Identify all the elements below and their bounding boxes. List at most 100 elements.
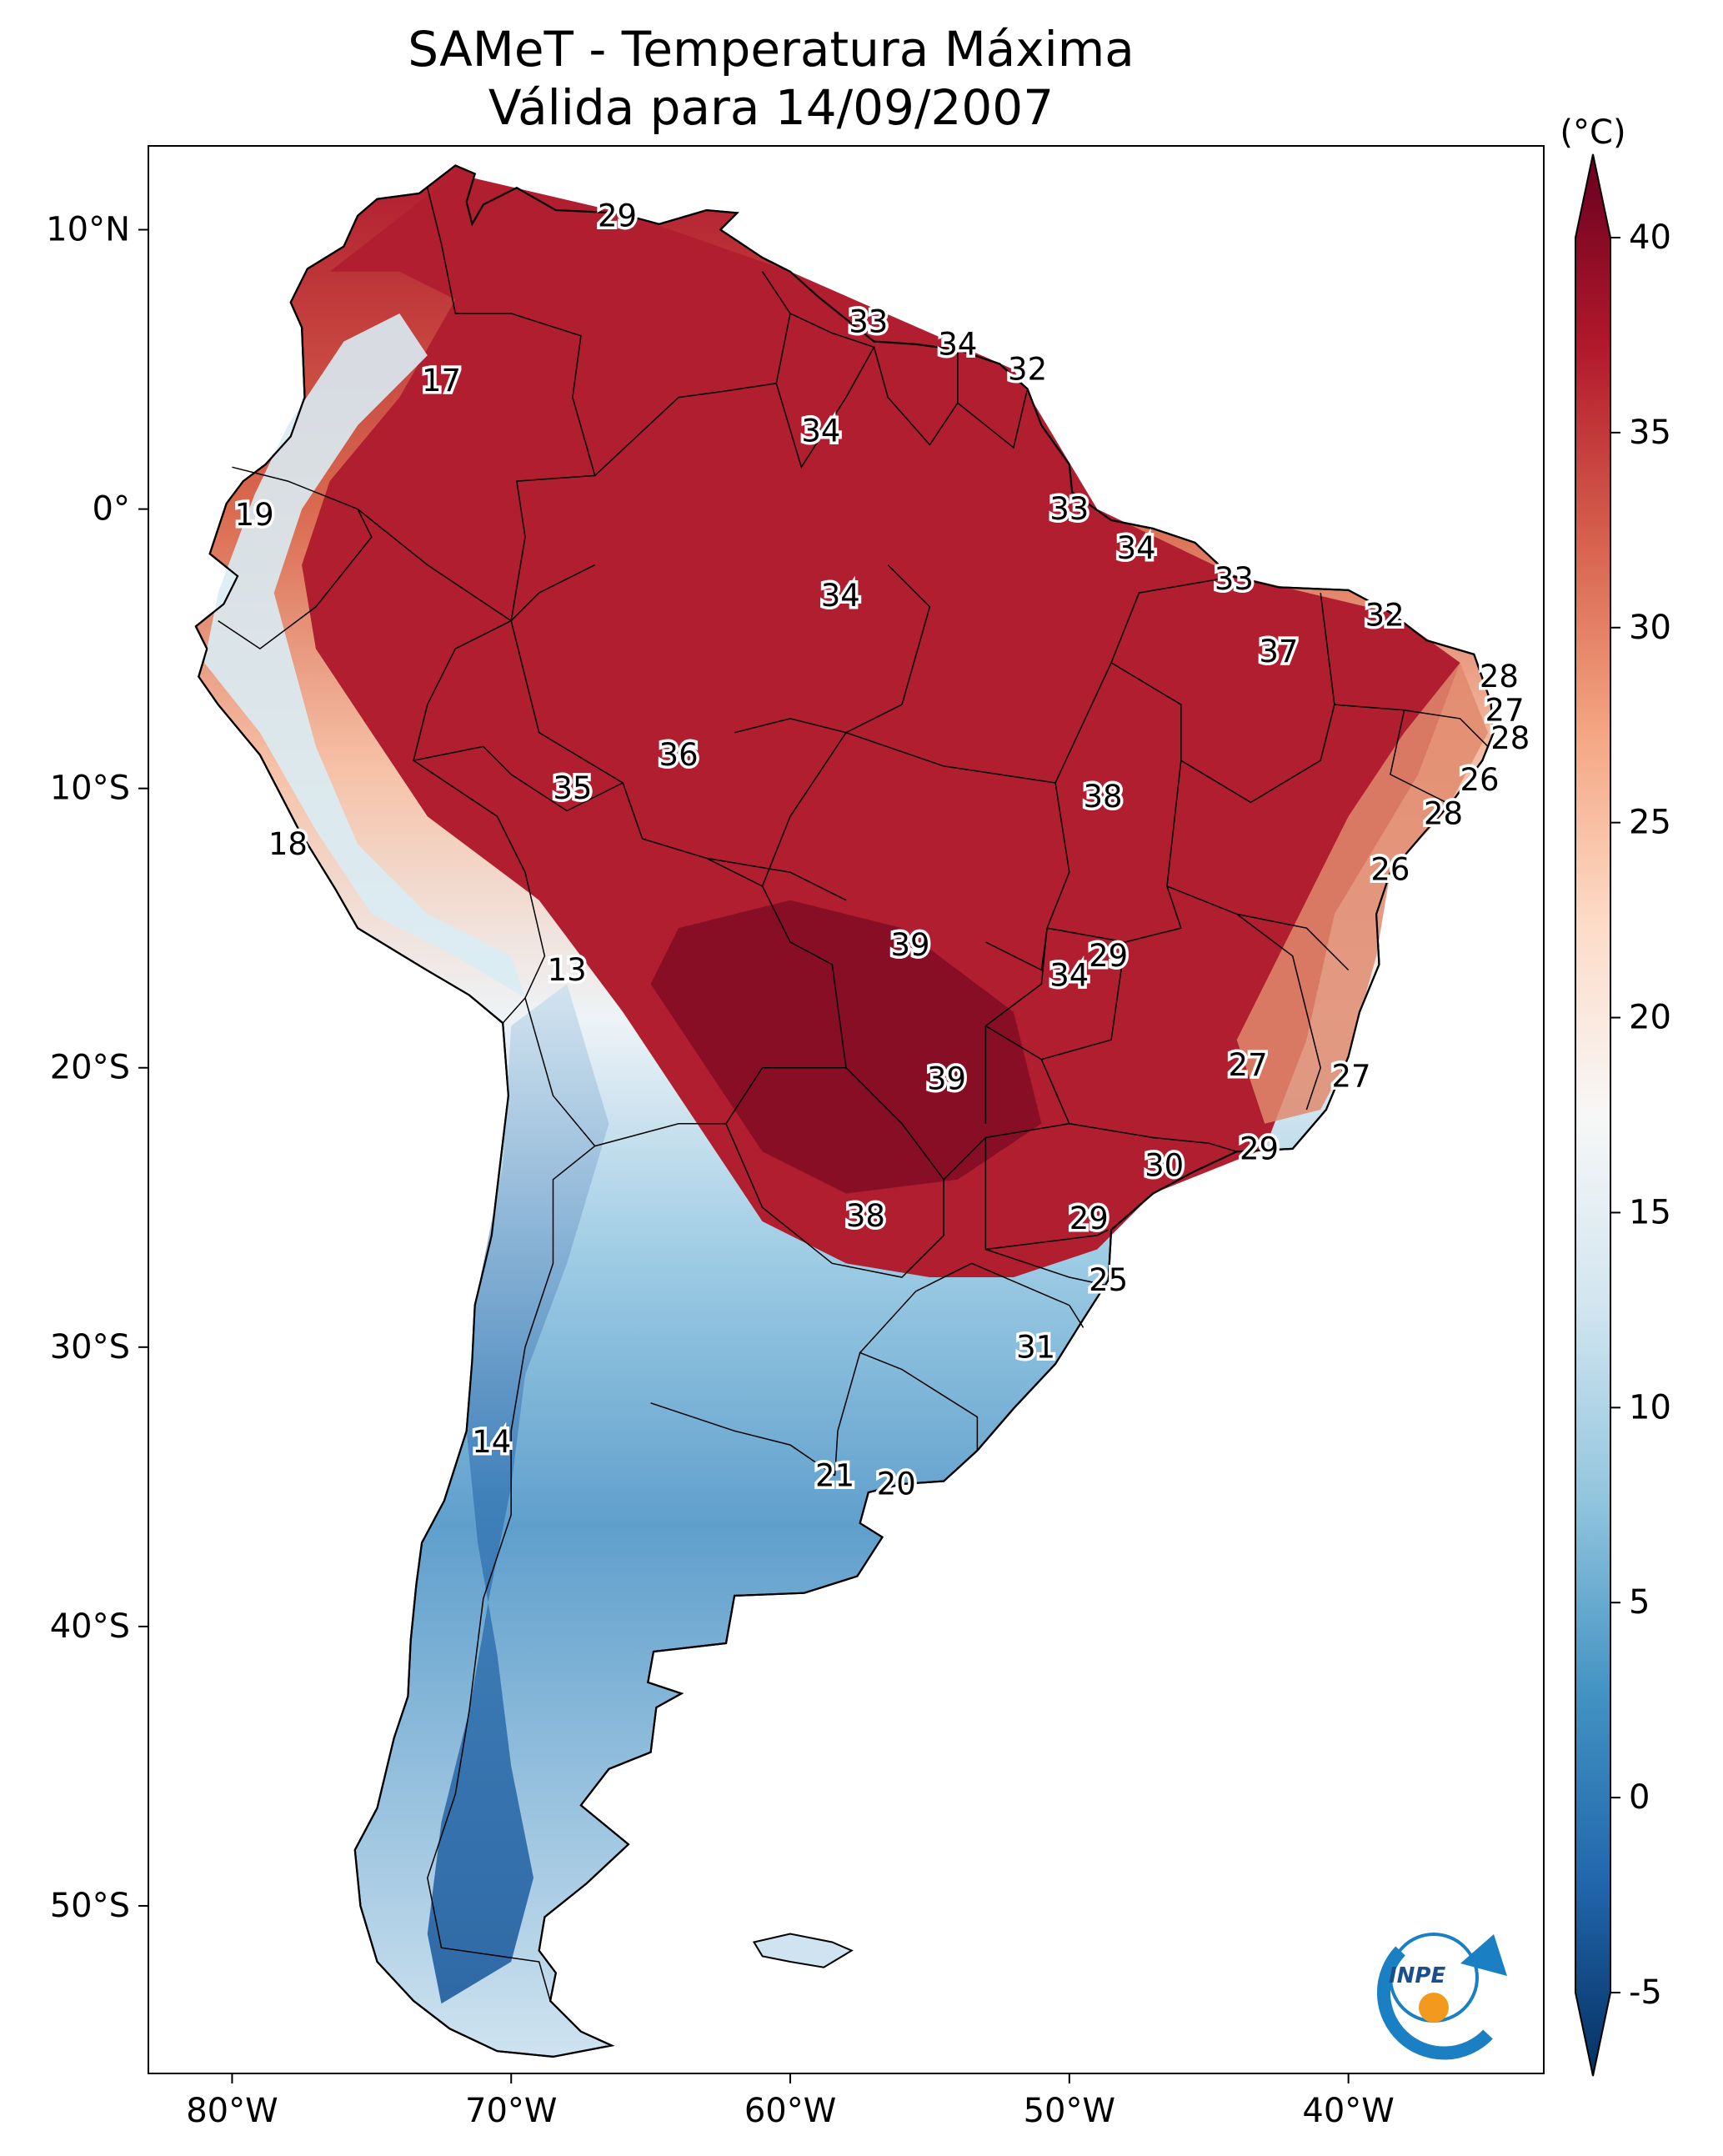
inpe-logo-arrow xyxy=(1460,1934,1507,1976)
colorbar-tick-label: 0 xyxy=(1629,1778,1650,1817)
station-value-label: 27 xyxy=(1229,1047,1268,1083)
station-value-label: 29 xyxy=(1240,1131,1279,1166)
station-value-label: 38 xyxy=(846,1198,885,1234)
y-tick-label: 40°S xyxy=(50,1607,130,1646)
colorbar-tick-label: 40 xyxy=(1629,218,1671,257)
colorbar-tick-label: 15 xyxy=(1629,1193,1671,1231)
station-value-label: 32 xyxy=(1365,597,1405,633)
y-tick-label: 50°S xyxy=(50,1887,130,1925)
falkland-islands xyxy=(752,1933,854,1968)
coastline xyxy=(194,164,1495,2058)
station-value-label: 25 xyxy=(1089,1262,1128,1298)
colorbar-tick-label: 35 xyxy=(1629,414,1671,452)
station-value-label: 27 xyxy=(1485,692,1525,728)
northern-andes-cool-region xyxy=(204,313,525,998)
station-value-label: 34 xyxy=(1049,958,1089,994)
station-value-label: 37 xyxy=(1259,634,1298,669)
station-value-label: 19 xyxy=(235,497,274,533)
border-line xyxy=(510,564,596,622)
tropical-hot-region xyxy=(302,173,1460,1277)
station-value-label: 18 xyxy=(268,826,308,862)
inpe-logo-dot xyxy=(1419,1993,1449,2023)
country-and-state-borders xyxy=(218,188,1489,2002)
station-value-label: 34 xyxy=(938,326,977,362)
northeast-coastal-region xyxy=(1236,662,1488,1124)
border-line xyxy=(1069,1123,1237,1153)
border-line xyxy=(859,1262,979,1451)
longitude-ticks: 80°W 70°W 60°W 50°W 40°W xyxy=(186,2073,1395,2130)
station-value-label: 39 xyxy=(927,1061,966,1097)
station-value-label: 34 xyxy=(801,413,840,449)
station-value-label: 31 xyxy=(1016,1329,1055,1365)
border-line xyxy=(984,782,1070,1124)
y-tick-label: 10°S xyxy=(50,770,130,808)
station-value-label: 13 xyxy=(548,952,587,988)
y-tick-label: 20°S xyxy=(50,1049,130,1087)
station-value-label: 20 xyxy=(877,1467,916,1502)
border-line xyxy=(218,466,373,650)
station-value-label: 32 xyxy=(1008,352,1047,388)
border-line xyxy=(834,1352,861,1476)
station-value-label: 27 xyxy=(1331,1058,1370,1094)
colorbar-tick-label: 30 xyxy=(1629,609,1671,647)
inpe-logo: INPE xyxy=(1377,1933,1507,2060)
station-value-label: 17 xyxy=(422,363,461,399)
station-value-label: 38 xyxy=(1083,779,1122,815)
hottest-region xyxy=(650,900,1042,1194)
border-line xyxy=(775,313,875,469)
title-line-2: Válida para 14/09/2007 xyxy=(488,79,1054,136)
border-line xyxy=(427,188,596,621)
latitude-ticks: 10°N 0° 10°S 20°S 30°S 40°S 50°S xyxy=(46,211,148,1925)
border-line xyxy=(1180,593,1335,804)
inpe-logo-arc xyxy=(1377,1946,1493,2060)
border-line xyxy=(650,1402,836,1477)
colorbar-tick-label: 10 xyxy=(1629,1388,1671,1426)
colorbar-tick-label: 25 xyxy=(1629,804,1671,842)
y-tick-label: 0° xyxy=(93,490,130,529)
station-value-label: 34 xyxy=(1117,530,1156,566)
station-value-label: 36 xyxy=(659,737,699,773)
border-line xyxy=(984,1137,1109,1251)
border-line xyxy=(510,620,847,1147)
border-line xyxy=(427,1146,596,2002)
border-line xyxy=(594,271,791,476)
border-line xyxy=(873,347,959,446)
border-line xyxy=(725,1067,944,1278)
colorbar-tick-label: 5 xyxy=(1629,1583,1650,1622)
colorbar: 40 35 30 25 20 15 10 5 0 -5 (°C) xyxy=(1560,113,1671,2077)
border-line xyxy=(985,941,1126,1060)
colorbar-body xyxy=(1575,153,1611,2077)
station-value-label: 28 xyxy=(1480,659,1519,694)
y-tick-label: 30°S xyxy=(50,1328,130,1366)
station-value-label: 29 xyxy=(1089,938,1128,974)
colorbar-ticks: 40 35 30 25 20 15 10 5 0 -5 xyxy=(1610,218,1671,2012)
station-value-label: 29 xyxy=(598,198,637,233)
border-line xyxy=(957,389,1029,449)
title-line-1: SAMeT - Temperatura Máxima xyxy=(408,21,1134,78)
border-line xyxy=(985,928,1048,971)
border-line xyxy=(1236,913,1321,1111)
map-frame xyxy=(148,145,1545,2074)
x-tick-label: 50°W xyxy=(1024,2092,1115,2130)
station-value-label: 34 xyxy=(821,578,860,614)
station-value-label: 33 xyxy=(849,304,888,340)
station-value-label: 33 xyxy=(1049,491,1089,527)
station-value-label: 35 xyxy=(553,770,592,806)
station-value-label: 39 xyxy=(890,927,929,963)
station-value-label: 14 xyxy=(472,1424,511,1460)
border-line xyxy=(706,857,847,901)
map-title: SAMeT - Temperatura Máxima Válida para 1… xyxy=(0,20,1542,137)
x-tick-label: 80°W xyxy=(186,2092,278,2130)
border-line xyxy=(1390,709,1447,804)
station-value-label: 28 xyxy=(1490,720,1530,756)
border-line xyxy=(1166,885,1350,971)
border-line xyxy=(761,732,847,887)
border-line xyxy=(357,509,546,1024)
x-tick-label: 60°W xyxy=(744,2092,836,2130)
inpe-logo-text: INPE xyxy=(1389,1963,1445,1988)
station-value-label: 21 xyxy=(815,1457,854,1493)
border-line xyxy=(985,1248,1109,1286)
